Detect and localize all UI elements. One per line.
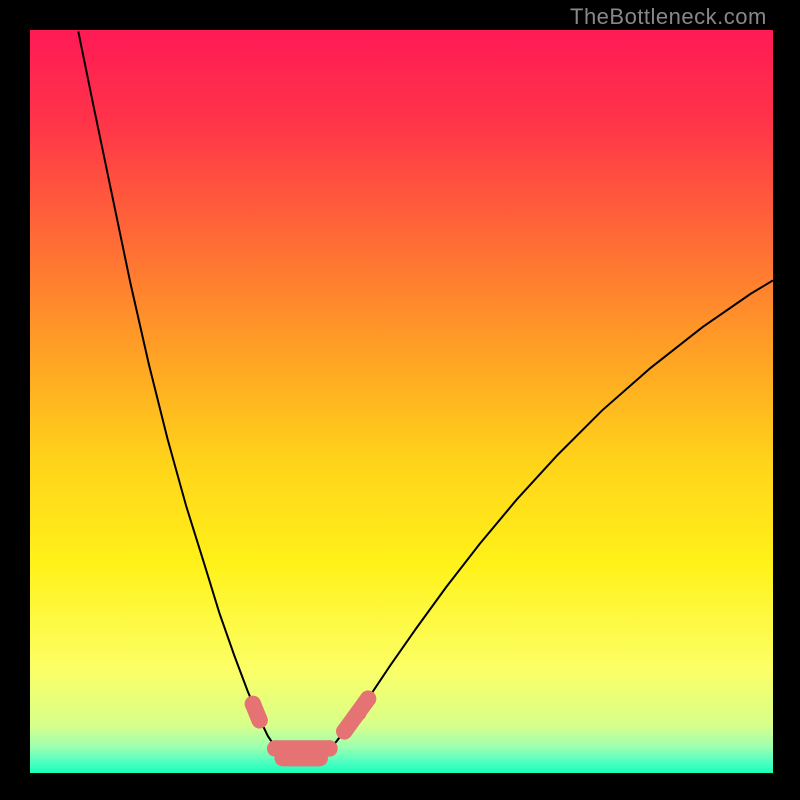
marker-dot [245,696,261,712]
marker-dot [267,740,283,756]
chart-stage: TheBottleneck.com [0,0,800,800]
marker-dot [360,691,376,707]
chart-svg [30,30,773,773]
marker-dot [321,740,337,756]
marker-dot [336,723,352,739]
marker-dot [350,705,366,721]
plot-area [30,30,773,773]
marker-dot [251,712,267,728]
watermark-text: TheBottleneck.com [570,4,767,30]
gradient-background [30,30,773,773]
